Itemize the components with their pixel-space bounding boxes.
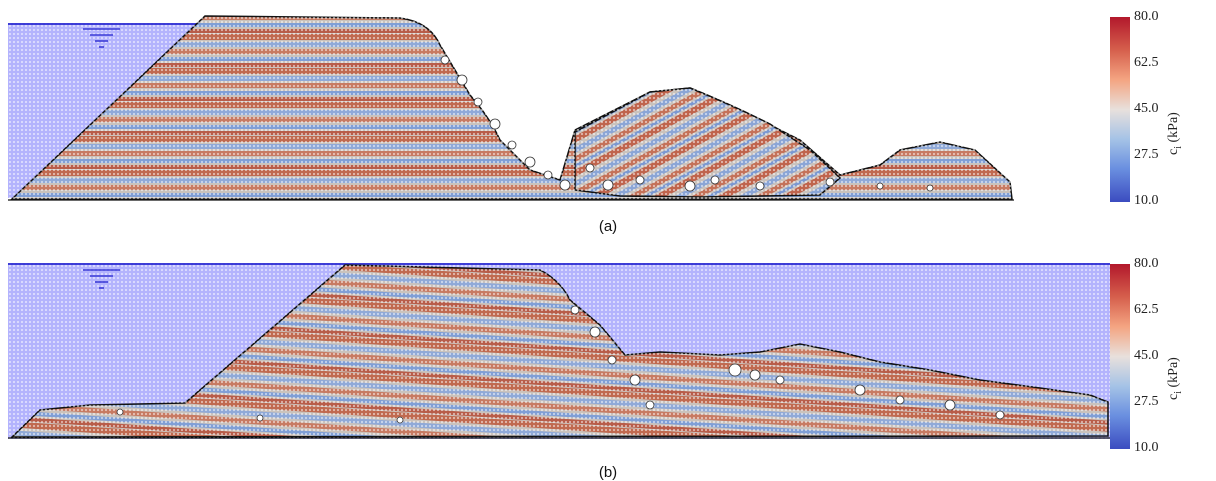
colorbar-tick: 62.5 [1134,302,1159,317]
colorbar-tick: 45.0 [1134,101,1159,116]
caption-a: (a) [598,218,618,235]
colorbar-b [1110,264,1130,449]
panel-b-plot [8,262,1110,440]
colorbar-tick: 62.5 [1134,55,1159,70]
colorbar-label: ci (kPa) [1166,357,1184,400]
panel-b: 80.0 62.5 45.0 27.5 10.0 ci (kPa) (b) [0,240,1216,481]
colorbar-tick: 80.0 [1134,9,1159,24]
panel-a-plot [8,14,1018,202]
colorbar-tick: 80.0 [1134,256,1159,271]
colorbar-tick: 10.0 [1134,193,1159,208]
colorbar-tick: 10.0 [1134,440,1159,455]
caption-b: (b) [598,464,618,481]
debris-zone [116,305,1005,424]
water-level-icon [83,269,120,289]
colorbar-tick: 45.0 [1134,348,1159,363]
debris-zone [440,55,934,192]
colorbar-a [1110,17,1130,202]
colorbar-label: ci (kPa) [1166,112,1184,155]
panel-a: 80.0 62.5 45.0 27.5 10.0 ci (kPa) (a) [0,0,1216,240]
colorbar-tick: 27.5 [1134,147,1159,162]
water-level-icon [83,28,120,48]
colorbar-tick: 27.5 [1134,394,1159,409]
